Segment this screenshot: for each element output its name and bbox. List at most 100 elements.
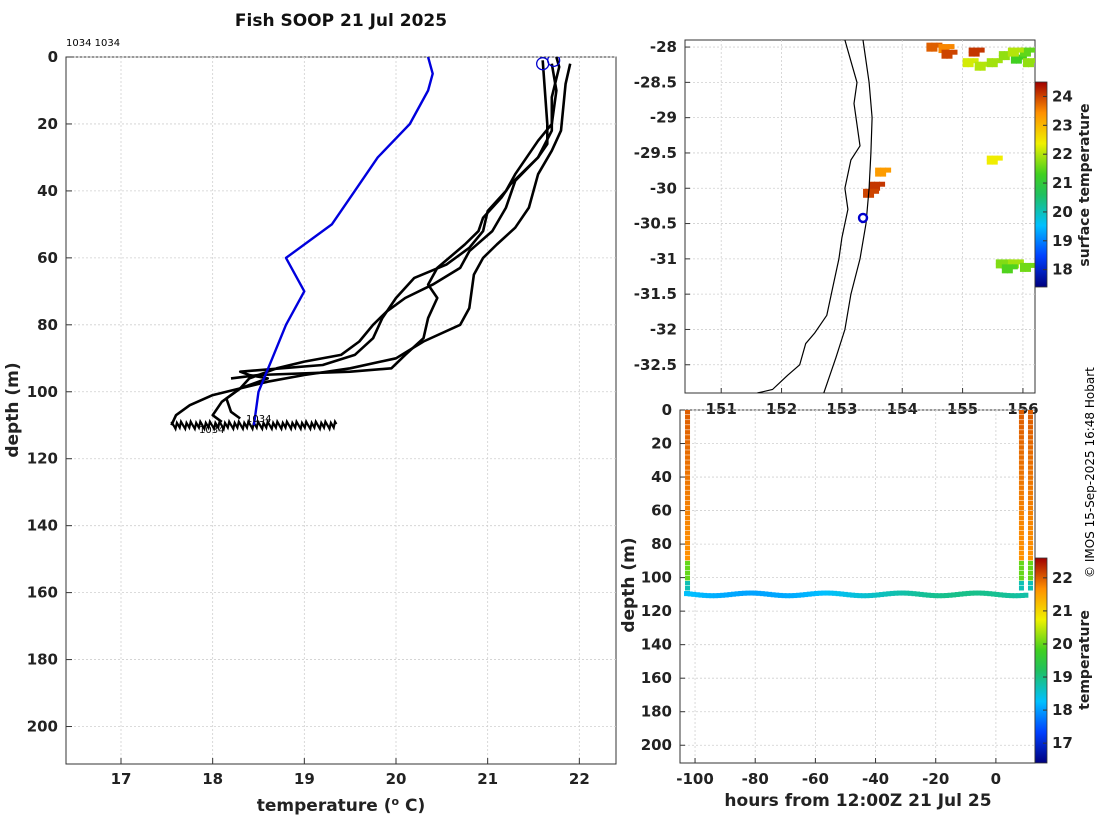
map-sst-pixel <box>1027 62 1034 68</box>
section-cast-sample <box>685 430 691 435</box>
section-bottom-sample <box>1023 592 1029 598</box>
section-cast-sample <box>685 500 691 506</box>
profile-line-latest <box>252 57 434 426</box>
section-bottom-sample <box>1016 593 1022 599</box>
section-bottom-sample <box>1008 593 1014 599</box>
section-x-tick-label: 0 <box>991 770 1001 788</box>
section-cast-sample <box>1018 555 1024 561</box>
map-sst-pixel <box>1032 58 1035 64</box>
section-cast-sample <box>685 410 691 415</box>
map-sst-pixel <box>1015 58 1022 64</box>
section-bottom-sample <box>947 592 953 598</box>
section-bottom-sample <box>900 590 906 596</box>
map-sst-pixel <box>1007 51 1014 57</box>
map-sst-pixel <box>1024 47 1031 53</box>
profile-y-tick-label: 20 <box>37 115 58 133</box>
section-x-tick-label: -20 <box>922 770 949 788</box>
map-sst-pixel <box>995 263 1002 269</box>
map-sst-pixel <box>926 42 933 48</box>
section-cast-sample <box>1018 575 1024 581</box>
section-bottom-sample <box>687 591 693 597</box>
section-bottom-sample <box>730 591 736 597</box>
section-cast-sample <box>685 470 691 475</box>
map-x-tick-label: 155 <box>947 400 978 418</box>
section-bottom-sample <box>972 590 978 596</box>
section-bottom-sample <box>767 591 773 597</box>
section-bottom-sample <box>799 592 805 598</box>
section-bottom-sample <box>940 593 946 599</box>
section-bottom-sample <box>871 592 877 598</box>
section-cast-sample <box>1027 485 1033 490</box>
section-cast-sample <box>1018 570 1024 576</box>
section-bottom-sample <box>987 591 993 597</box>
profile-y-tick-label: 180 <box>27 651 58 669</box>
section-cast-sample <box>1018 505 1024 511</box>
section-cast-sample <box>1018 450 1024 455</box>
section-cast-sample <box>685 515 691 521</box>
section-cast-sample <box>1018 580 1024 586</box>
section-cast-sample <box>685 535 691 541</box>
map-sst-pixel <box>1003 51 1010 57</box>
map-sst-pixel <box>991 159 998 165</box>
section-cast-sample <box>685 440 691 445</box>
profile-x-tick-label: 21 <box>477 770 498 788</box>
section-bottom-sample <box>933 593 939 599</box>
map-colorbar-tick-label: 19 <box>1052 232 1073 250</box>
section-bottom-sample <box>745 590 751 596</box>
section-colorbar <box>1034 557 1048 764</box>
section-cast-sample <box>1018 445 1024 450</box>
profile-label-2: 1034 <box>199 425 224 436</box>
map-sst-pixel <box>885 167 892 173</box>
map-x-tick-label: 153 <box>826 400 857 418</box>
profile-y-label: depth (m) <box>3 362 23 457</box>
profile-y-tick-label: 0 <box>48 48 58 66</box>
map-sst-pixel <box>991 155 998 161</box>
section-colorbar-tick-label: 20 <box>1052 635 1073 653</box>
map-sst-pixel <box>948 44 955 50</box>
section-bottom-sample <box>756 590 762 596</box>
section-bottom-sample <box>875 592 881 598</box>
section-bottom-sample <box>965 590 971 596</box>
map-sst-pixel <box>926 46 933 52</box>
map-sst-pixel <box>941 49 948 55</box>
section-cast-sample <box>1027 445 1033 450</box>
section-bottom-sample <box>752 590 758 596</box>
section-colorbar-tick-label: 21 <box>1052 602 1073 620</box>
map-sst-pixel <box>1027 58 1034 64</box>
map-sst-pixel <box>991 58 998 64</box>
map-colorbar <box>1034 81 1048 288</box>
map-y-tick-label: -32 <box>650 320 677 338</box>
section-cast-sample <box>1018 410 1024 415</box>
section-cast-sample <box>1018 415 1024 420</box>
section-cast-sample <box>1027 455 1033 460</box>
section-cast-sample <box>685 520 691 526</box>
section-cast-sample <box>1027 420 1033 425</box>
map-sst-pixel <box>1020 54 1027 60</box>
section-bottom-sample <box>857 593 863 599</box>
section-cast-sample <box>1018 470 1024 475</box>
section-cast-sample <box>685 570 691 576</box>
section-cast-sample <box>1018 545 1024 551</box>
map-x-tick-label: 154 <box>887 400 918 418</box>
map-sst-pixel <box>986 155 993 161</box>
map-sst-pixel <box>978 47 985 53</box>
profile-x-tick-label: 18 <box>202 770 223 788</box>
section-cast-sample <box>685 550 691 556</box>
section-bottom-sample <box>839 591 845 597</box>
map-sst-pixel <box>1012 259 1019 265</box>
top-cast-labels: 1034 1034 <box>66 38 120 49</box>
map-sst-pixel <box>1010 58 1017 64</box>
section-bottom-sample <box>853 592 859 598</box>
section-cast-sample <box>1027 490 1033 495</box>
section-grid <box>680 409 1035 763</box>
section-bottom-sample <box>777 592 783 598</box>
section-bottom-sample <box>980 590 986 596</box>
section-cast-sample <box>1027 520 1033 526</box>
section-cast-sample <box>685 435 691 440</box>
profile-x-label: temperature (o C) <box>257 795 426 816</box>
section-bottom-sample <box>998 592 1004 598</box>
section-bottom-sample <box>828 590 834 596</box>
map-sst-pixel <box>869 185 876 191</box>
section-y-tick-label: 60 <box>651 502 672 520</box>
map-colorbar-tick-label: 24 <box>1052 87 1073 105</box>
